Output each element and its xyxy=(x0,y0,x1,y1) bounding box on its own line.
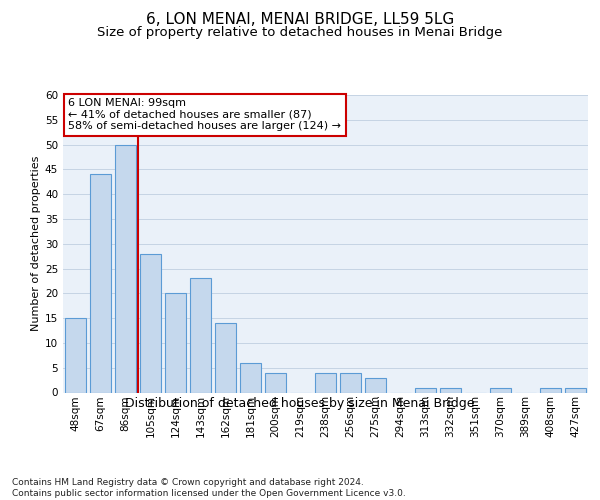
Bar xyxy=(415,388,436,392)
Bar xyxy=(490,388,511,392)
Y-axis label: Number of detached properties: Number of detached properties xyxy=(31,156,41,332)
Bar xyxy=(340,372,361,392)
Bar xyxy=(565,388,586,392)
Bar xyxy=(90,174,111,392)
Bar xyxy=(315,372,336,392)
Bar xyxy=(115,144,136,392)
Text: 6 LON MENAI: 99sqm
← 41% of detached houses are smaller (87)
58% of semi-detache: 6 LON MENAI: 99sqm ← 41% of detached hou… xyxy=(68,98,341,131)
Bar xyxy=(540,388,561,392)
Bar xyxy=(190,278,211,392)
Text: Distribution of detached houses by size in Menai Bridge: Distribution of detached houses by size … xyxy=(125,398,475,410)
Bar xyxy=(265,372,286,392)
Bar xyxy=(165,294,186,392)
Bar xyxy=(65,318,86,392)
Text: Size of property relative to detached houses in Menai Bridge: Size of property relative to detached ho… xyxy=(97,26,503,39)
Bar xyxy=(440,388,461,392)
Bar xyxy=(240,363,261,392)
Bar xyxy=(215,323,236,392)
Bar xyxy=(365,378,386,392)
Text: Contains HM Land Registry data © Crown copyright and database right 2024.
Contai: Contains HM Land Registry data © Crown c… xyxy=(12,478,406,498)
Text: 6, LON MENAI, MENAI BRIDGE, LL59 5LG: 6, LON MENAI, MENAI BRIDGE, LL59 5LG xyxy=(146,12,454,28)
Bar xyxy=(140,254,161,392)
